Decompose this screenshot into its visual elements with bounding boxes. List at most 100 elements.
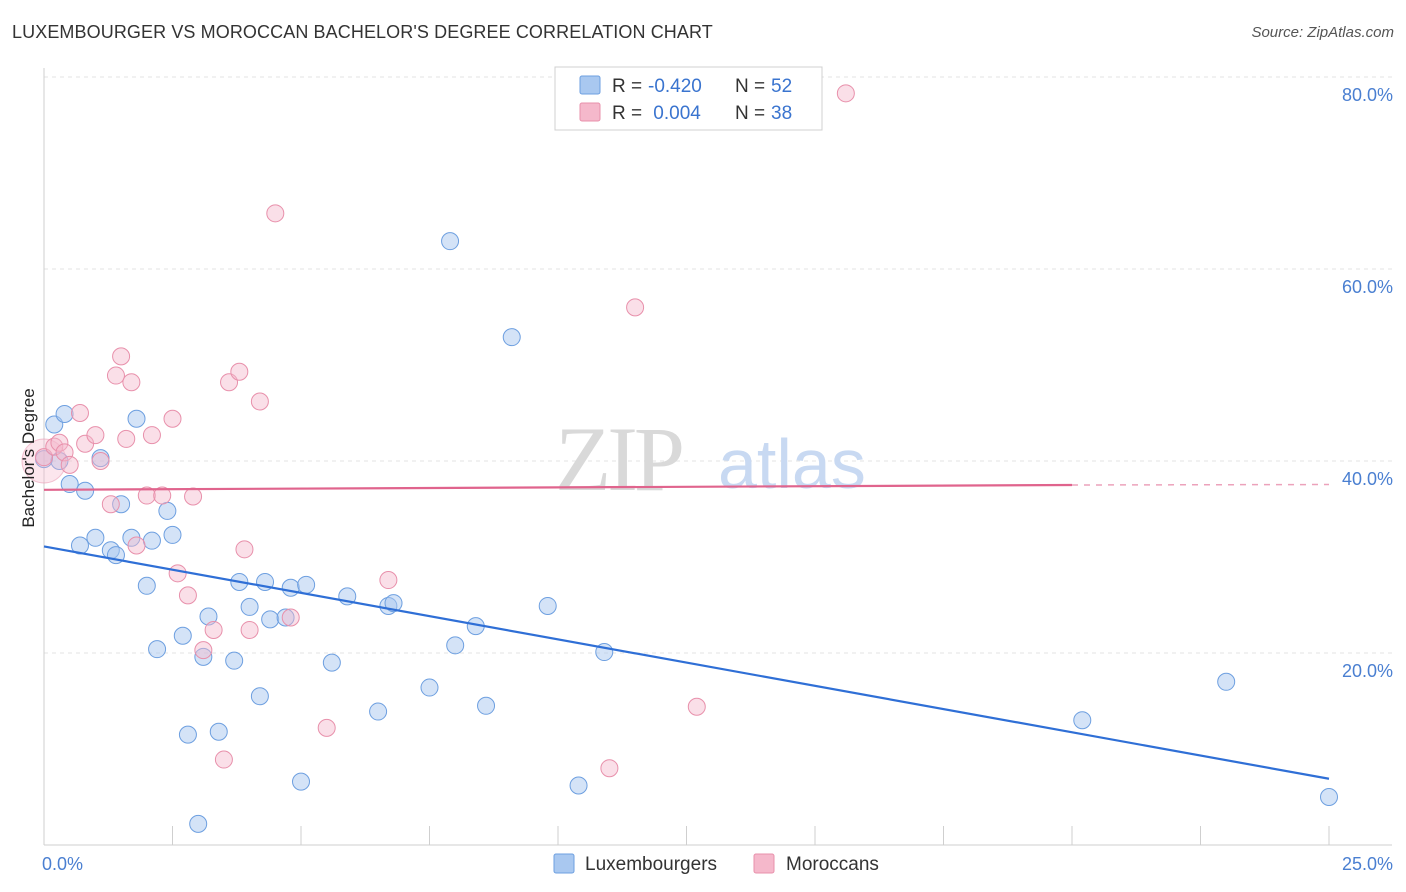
data-point <box>112 495 131 514</box>
data-point <box>477 696 496 715</box>
data-point <box>446 636 465 655</box>
legend-series: Luxembourgers Moroccans <box>553 853 879 875</box>
trend-lines <box>43 483 1330 780</box>
data-point <box>55 404 74 423</box>
x-tick-label: 25.0% <box>1342 854 1393 874</box>
legend-bottom-swatch-luxembourgers <box>553 853 575 874</box>
data-point <box>142 531 161 550</box>
legend-swatch-moroccans <box>579 102 601 122</box>
data-point <box>137 486 156 505</box>
data-point <box>569 776 588 795</box>
legend-bottom-label-luxembourgers: Luxembourgers <box>585 854 717 875</box>
data-point <box>158 501 177 520</box>
series-moroccans <box>21 84 855 778</box>
data-point <box>281 608 300 627</box>
data-point <box>173 626 192 645</box>
data-point <box>420 678 439 697</box>
data-point <box>214 750 233 769</box>
watermark-atlas: atlas <box>718 425 866 503</box>
data-point <box>379 571 398 590</box>
chart-title: LUXEMBOURGER VS MOROCCAN BACHELOR'S DEGR… <box>12 22 713 42</box>
data-point <box>127 409 146 428</box>
data-point <box>240 597 259 616</box>
data-point <box>148 640 167 659</box>
watermark: ZIP atlas <box>555 408 866 510</box>
data-point <box>127 536 146 555</box>
legend-r-value: 0.004 <box>648 103 701 124</box>
y-tick-label: 60.0% <box>1342 277 1393 297</box>
y-tick-label: 40.0% <box>1342 469 1393 489</box>
data-point <box>235 540 254 559</box>
data-point <box>194 647 213 666</box>
trend-line-luxembourgers <box>43 545 1330 780</box>
data-point <box>163 525 182 544</box>
data-point <box>230 362 249 381</box>
data-point <box>1320 788 1338 806</box>
data-point <box>687 697 706 716</box>
data-point <box>292 772 310 791</box>
data-point <box>86 528 105 547</box>
data-point <box>626 298 645 317</box>
source-label: Source: ZipAtlas.com <box>1251 24 1394 41</box>
data-point <box>250 687 269 706</box>
data-point <box>1073 711 1092 730</box>
data-point <box>1217 672 1236 691</box>
legend-n-value: 52 <box>771 76 792 97</box>
legend-r-value: -0.420 <box>648 76 702 97</box>
legend-n-label: N = <box>735 76 765 97</box>
data-point <box>204 620 223 639</box>
data-point <box>142 426 161 445</box>
legend-n-value: 38 <box>771 103 792 124</box>
data-point <box>281 578 300 597</box>
data-point <box>60 475 79 494</box>
data-point <box>369 702 388 721</box>
grid-lines <box>44 76 1392 654</box>
data-point <box>261 610 280 629</box>
data-point <box>168 564 187 583</box>
data-point <box>101 495 120 514</box>
legend-stats: R = -0.420 N = 52 R = 0.004 N = 38 <box>554 66 823 131</box>
data-point <box>441 232 460 251</box>
data-point <box>184 487 203 506</box>
data-point <box>502 328 521 347</box>
data-point <box>250 392 269 411</box>
data-point <box>194 641 213 660</box>
y-axis-label: Bachelor's Degree <box>19 388 38 527</box>
data-point <box>106 366 125 385</box>
data-point <box>163 409 182 428</box>
y-tick-label: 20.0% <box>1342 661 1393 681</box>
data-point <box>189 814 208 833</box>
legend-swatch-luxembourgers <box>579 75 601 95</box>
legend-bottom-label-moroccans: Moroccans <box>786 854 879 875</box>
legend-r-label: R = <box>612 76 642 97</box>
data-point <box>153 486 172 505</box>
data-point <box>266 204 285 223</box>
data-point <box>240 620 259 639</box>
legend-bottom-swatch-moroccans <box>753 853 775 874</box>
axis-ticks: 20.0% 40.0% 60.0% 80.0% 0.0% 25.0% <box>42 85 1393 874</box>
data-point <box>117 429 136 448</box>
data-point <box>209 722 228 741</box>
data-point <box>276 608 295 627</box>
data-point <box>538 596 557 615</box>
data-point <box>76 481 95 500</box>
data-point <box>322 653 341 672</box>
data-point <box>178 725 197 744</box>
data-point <box>836 84 855 103</box>
trend-line-moroccans <box>43 483 1073 491</box>
data-point <box>91 452 110 470</box>
watermark-zip: ZIP <box>555 408 682 510</box>
data-point <box>70 404 89 422</box>
data-point <box>199 607 218 626</box>
y-tick-label: 80.0% <box>1342 85 1393 105</box>
data-point <box>86 426 105 445</box>
legend-r-label: R = <box>612 103 642 124</box>
x-tick-label: 0.0% <box>42 854 83 874</box>
data-point <box>137 576 156 595</box>
data-point <box>225 651 244 670</box>
data-point <box>600 759 619 778</box>
data-point <box>112 347 131 366</box>
legend-n-label: N = <box>735 103 765 124</box>
data-point <box>384 594 403 613</box>
